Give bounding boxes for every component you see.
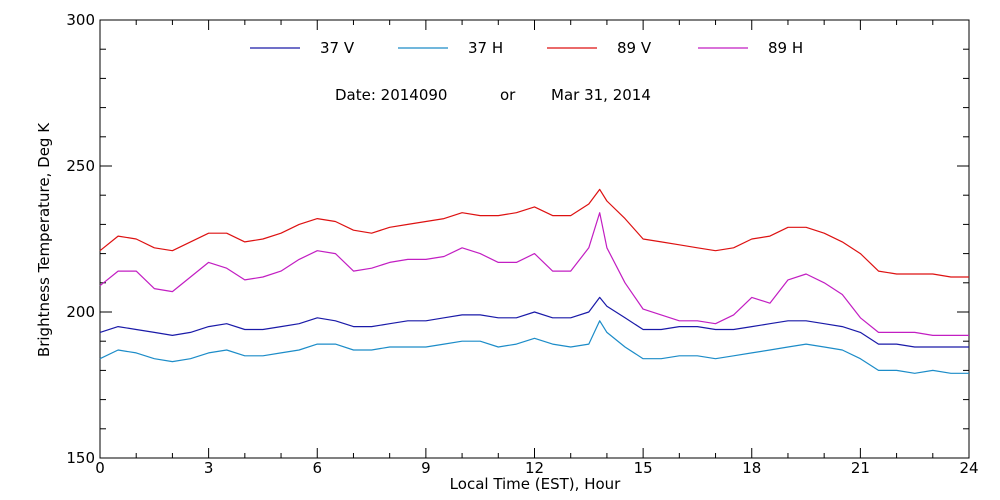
y-axis-label: Brightness Temperature, Deg K (35, 122, 53, 357)
legend-label: 89 V (617, 39, 652, 57)
y-tick-label: 150 (66, 449, 95, 467)
x-tick-label: 12 (525, 459, 544, 477)
legend: 37 V 37 H 89 V 89 H (250, 39, 803, 57)
axis-tick-labels: 0 3 6 9 12 15 18 21 24 150 200 250 300 (66, 11, 978, 477)
series-line-37-h (99, 320, 969, 374)
x-tick-label: 18 (742, 459, 761, 477)
x-tick-label: 6 (312, 459, 322, 477)
series-lines (99, 188, 969, 374)
plot-frame (99, 19, 970, 459)
legend-label: 37 V (320, 39, 355, 57)
x-tick-label: 24 (959, 459, 978, 477)
series-line-89-h (99, 212, 969, 336)
legend-label: 89 H (768, 39, 803, 57)
series-line-37-v (99, 296, 969, 348)
x-tick-label: 3 (204, 459, 214, 477)
x-axis-label: Local Time (EST), Hour (450, 475, 621, 493)
date-text: Mar 31, 2014 (551, 86, 651, 104)
x-tick-label: 21 (851, 459, 870, 477)
x-tick-label: 9 (421, 459, 431, 477)
series-line-89-v (99, 188, 969, 278)
x-tick-label: 0 (95, 459, 105, 477)
date-label: Date: 2014090 (335, 86, 447, 104)
legend-label: 37 H (468, 39, 503, 57)
y-tick-label: 300 (66, 11, 95, 29)
axis-ticks (99, 19, 970, 459)
y-tick-label: 250 (66, 157, 95, 175)
x-tick-label: 15 (634, 459, 653, 477)
y-tick-label: 200 (66, 303, 95, 321)
or-label: or (500, 86, 516, 104)
